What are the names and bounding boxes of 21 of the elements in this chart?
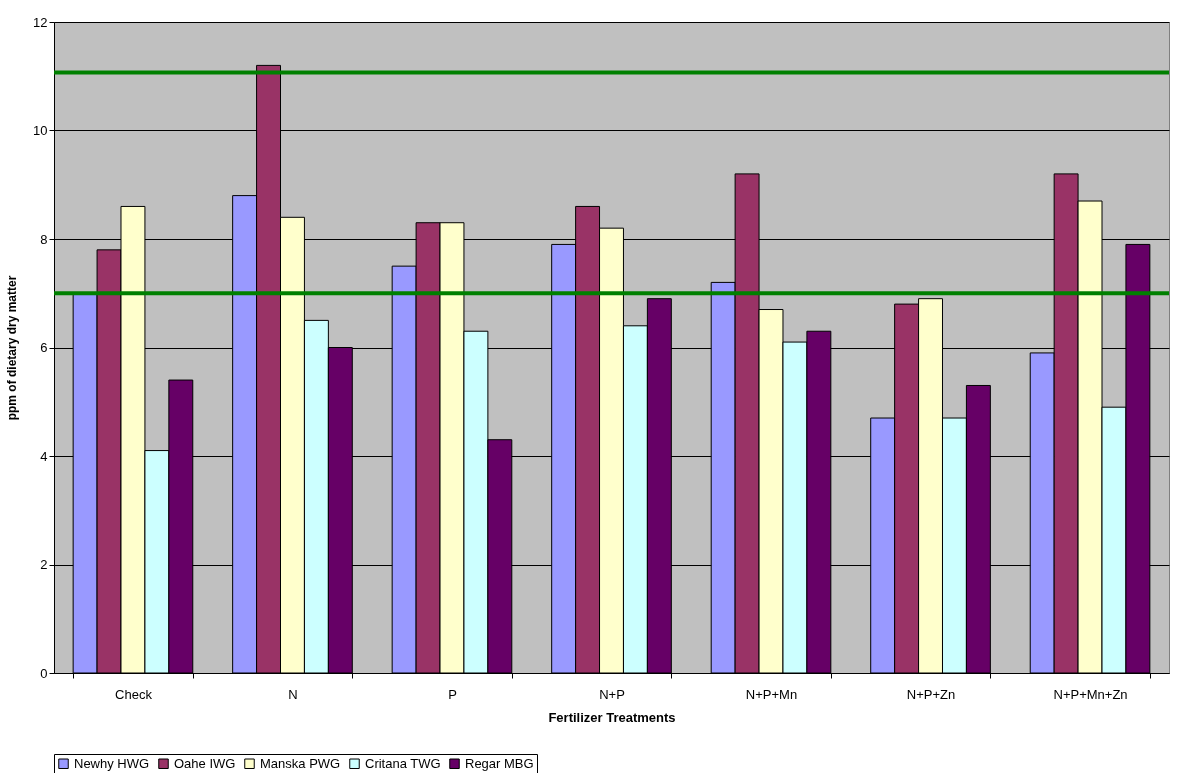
y-axis-title: ppm of dietary dry matter: [5, 275, 20, 421]
legend-label: Critana TWG: [365, 755, 441, 771]
y-tick-label: 2: [40, 557, 48, 572]
y-tick-label: 0: [40, 665, 48, 681]
legend-label: Oahe IWG: [174, 755, 236, 771]
x-tick-label: N: [288, 686, 298, 702]
y-tick-label: 4: [40, 448, 48, 464]
y-tick-label: 12: [33, 14, 48, 30]
x-tick-label: N+P: [599, 686, 625, 702]
legend-label: Regar MBG: [465, 755, 534, 771]
legend-label: Manska PWG: [260, 755, 341, 771]
x-tick-label: N+P+Mn: [745, 686, 798, 702]
y-tick-label: 10: [33, 123, 48, 138]
legend-label: Newhy HWG: [74, 755, 150, 771]
y-tick-label: 8: [40, 231, 48, 247]
x-tick-label: Check: [115, 686, 153, 702]
x-tick-label: N+P+Mn+Zn: [1053, 686, 1128, 702]
y-tick-label: 6: [40, 340, 48, 355]
x-tick-label: N+P+Zn: [906, 686, 956, 702]
x-axis-title: Fertilizer Treatments: [548, 709, 676, 725]
x-tick-label: P: [448, 686, 457, 702]
